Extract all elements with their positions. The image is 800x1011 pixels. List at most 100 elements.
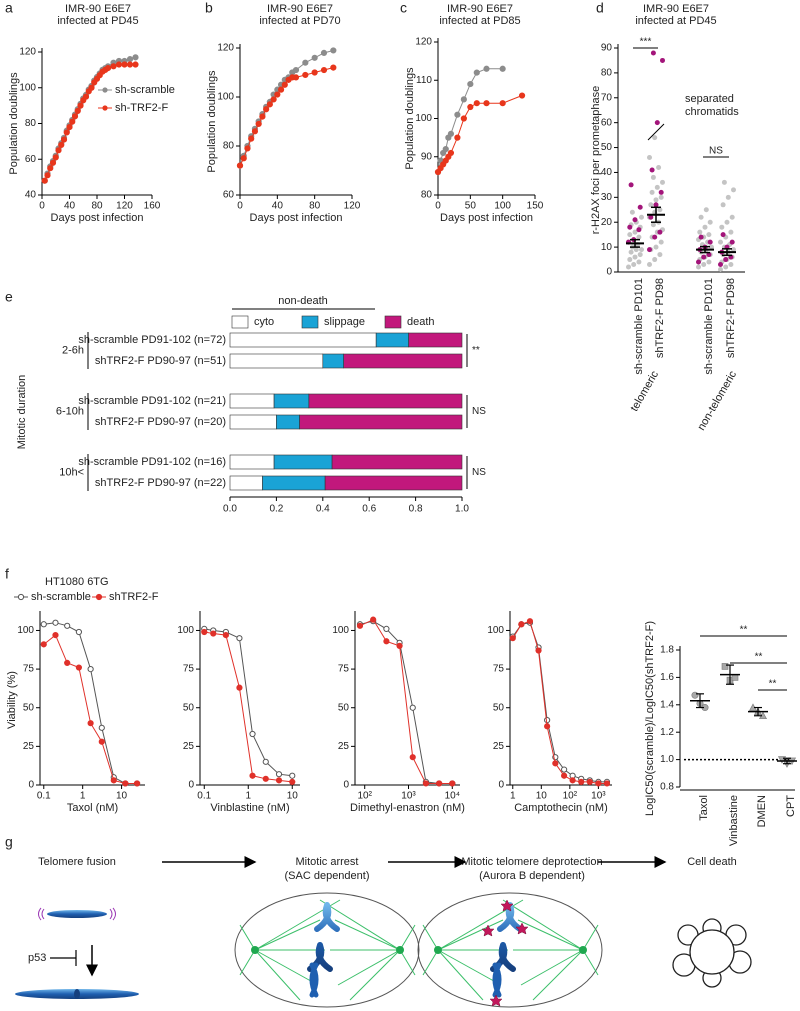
- data-point: [731, 187, 736, 193]
- data-point: [649, 167, 655, 173]
- data-point: [629, 209, 635, 215]
- data-point: [473, 69, 480, 76]
- data-point: [74, 107, 81, 115]
- data-point: [270, 96, 277, 103]
- data-point: [637, 252, 643, 258]
- chart-title: IMR-90 E6E7: [267, 3, 333, 15]
- step-label: Mitotic arrest: [296, 856, 359, 868]
- data-point: [650, 50, 656, 56]
- data-point: [718, 267, 723, 273]
- spindle-pole: [579, 946, 587, 954]
- data-point: [63, 129, 70, 136]
- data-point: [721, 663, 729, 670]
- data-point: [518, 621, 525, 628]
- data-point: [133, 780, 141, 787]
- data-point: [723, 264, 729, 270]
- data-point: [71, 113, 79, 120]
- y-tick-label: 100: [19, 82, 36, 93]
- data-point: [654, 184, 660, 190]
- category-label: sh-scramble PD91-102 (n=16): [78, 456, 226, 468]
- series-line: [239, 50, 334, 166]
- y-tick-label: 100: [17, 625, 34, 636]
- significance-label: ***: [640, 37, 652, 48]
- y-axis-label: Mitotic duration: [16, 375, 28, 450]
- group-label: 10h<: [59, 466, 84, 478]
- legend-bracket-label: non-death: [278, 295, 328, 307]
- data-point: [104, 64, 112, 72]
- data-point: [396, 642, 403, 650]
- y-tick-label: 0: [28, 780, 34, 791]
- x-tick-label: 160: [144, 201, 161, 212]
- data-point: [648, 214, 654, 220]
- data-point: [275, 777, 283, 784]
- data-point: [691, 691, 699, 699]
- y-tick-label: 70: [601, 92, 613, 103]
- data-point: [75, 664, 83, 671]
- y-tick-label: 50: [183, 702, 195, 713]
- y-tick-label: 1.6: [660, 672, 674, 683]
- data-point: [82, 93, 90, 100]
- callout-label: chromatids: [685, 106, 739, 118]
- y-tick-label: 80: [601, 68, 613, 79]
- data-point: [627, 257, 633, 263]
- y-tick-label: 80: [421, 190, 433, 201]
- data-point: [595, 780, 602, 787]
- data-point: [467, 103, 474, 111]
- x-tick-label: 80: [91, 201, 103, 212]
- chart-subtitle: infected at PD85: [439, 15, 520, 27]
- panel-label: a: [5, 0, 13, 16]
- y-axis-label: Population doublings: [206, 70, 218, 173]
- y-tick-label: 50: [493, 702, 505, 713]
- data-point: [707, 239, 713, 245]
- data-point: [473, 100, 480, 107]
- data-point: [698, 214, 704, 220]
- legend-label: sh-scramble: [31, 591, 91, 603]
- category-label: sh-scramble PD91-102 (n=72): [78, 334, 226, 346]
- data-point: [454, 134, 461, 141]
- data-point: [636, 259, 642, 265]
- x-tick-label: 10²: [357, 791, 372, 802]
- data-point: [652, 257, 658, 263]
- series-line: [44, 56, 136, 181]
- data-point: [561, 772, 568, 779]
- x-axis-label: Camptothecin (nM): [514, 802, 608, 814]
- y-tick-label: 90: [601, 43, 613, 54]
- series-line: [512, 622, 607, 783]
- data-point: [653, 202, 659, 208]
- legend-label: death: [407, 316, 435, 328]
- series-line: [512, 620, 607, 784]
- legend-label: shTRF2-F: [109, 591, 159, 603]
- x-tick-label: CPT: [785, 795, 797, 817]
- data-point: [64, 622, 71, 629]
- x-axis-label: Days post infection: [51, 212, 144, 224]
- y-tick-label: 90: [421, 151, 433, 162]
- bar-segment: [229, 475, 263, 491]
- step-label: Mitotic telomere deprotection: [461, 856, 602, 868]
- data-point: [483, 65, 490, 72]
- data-point: [263, 106, 270, 113]
- x-tick-label: 0: [237, 201, 243, 212]
- bar-segment: [229, 393, 275, 409]
- data-point: [647, 247, 652, 253]
- y-tick-label: 10: [601, 242, 613, 253]
- data-point: [77, 102, 84, 109]
- data-point: [275, 771, 283, 778]
- chromosome: [307, 902, 340, 972]
- x-tick-label: 10: [116, 791, 128, 802]
- data-point: [60, 136, 68, 143]
- data-point: [58, 141, 65, 149]
- data-point: [41, 177, 48, 184]
- x-tick-label: Taxol: [698, 795, 710, 821]
- series-line: [43, 634, 138, 784]
- series-line: [43, 622, 138, 784]
- data-point: [706, 232, 712, 238]
- x-tick-label: 50: [465, 201, 477, 212]
- y-axis-label: Viability (%): [6, 671, 18, 729]
- data-point: [467, 80, 474, 88]
- y-tick-label: 120: [217, 43, 234, 54]
- x-tick-label: 40: [272, 201, 284, 212]
- group-label: non-telomeric: [695, 369, 739, 433]
- x-tick-label: 10: [287, 791, 299, 802]
- bar-segment: [331, 454, 463, 470]
